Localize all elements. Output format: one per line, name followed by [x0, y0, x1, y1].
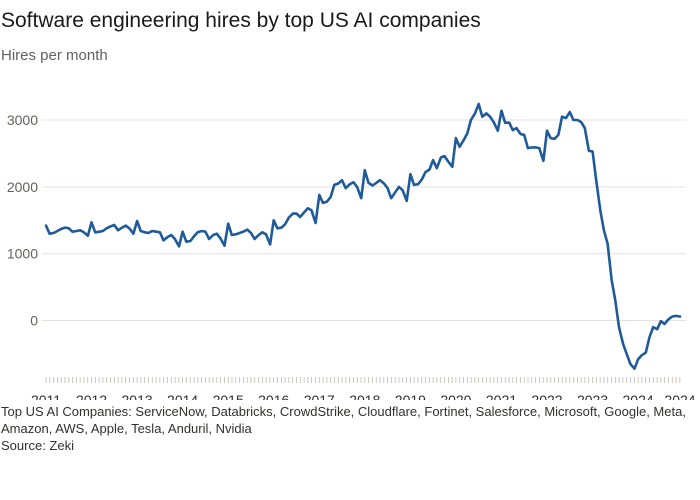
- line-chart: 0 1000 2000 3000 2011 2012 2013 2014 2015 2016 20…: [7, 102, 696, 400]
- x-tick-label: 2024: [664, 392, 695, 400]
- y-tick-label: 3000: [7, 112, 38, 128]
- x-tick-label: 2020: [440, 392, 471, 400]
- x-tick-label: 2023: [577, 392, 608, 400]
- footer-companies-note: Top US AI Companies: ServiceNow, Databri…: [1, 404, 686, 436]
- x-tick-label: 2011: [31, 392, 61, 400]
- y-tick-label: 2000: [7, 179, 38, 195]
- x-tick-label: 2021: [486, 392, 517, 400]
- chart-subtitle: Hires per month: [1, 47, 108, 64]
- x-tick-label: 2013: [122, 392, 153, 400]
- chart-title: Software engineering hires by top US AI …: [1, 9, 481, 32]
- x-tick-label: 2017: [304, 392, 335, 400]
- y-tick-label: 1000: [7, 246, 38, 262]
- x-tick-label: 2014: [167, 392, 198, 400]
- x-tick-label: 2012: [76, 392, 107, 400]
- x-tick-label: 2018: [349, 392, 380, 400]
- footer-source: Source: Zeki: [1, 438, 74, 453]
- x-tick-label: 2015: [213, 392, 244, 400]
- y-tick-label: 0: [30, 313, 38, 329]
- series-line: [44, 102, 682, 370]
- chart-footer: Top US AI Companies: ServiceNow, Databri…: [1, 403, 696, 454]
- x-tick-label: 2016: [258, 392, 289, 400]
- x-tick-label: 2022: [531, 392, 562, 400]
- x-tick-label: 2019: [395, 392, 426, 400]
- x-tick-label: 2024: [623, 392, 654, 400]
